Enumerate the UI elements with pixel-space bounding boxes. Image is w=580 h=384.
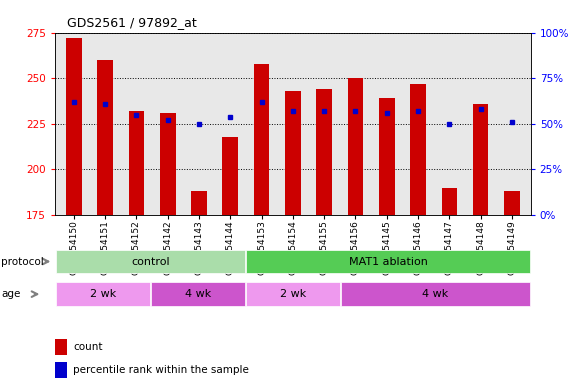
Text: percentile rank within the sample: percentile rank within the sample: [73, 365, 249, 375]
Text: 2 wk: 2 wk: [280, 289, 306, 299]
Bar: [341, 282, 530, 306]
Bar: [254, 64, 270, 215]
Text: 2 wk: 2 wk: [89, 289, 116, 299]
Text: protocol: protocol: [1, 257, 44, 266]
Bar: [129, 111, 144, 215]
Bar: [410, 84, 426, 215]
Bar: [151, 282, 245, 306]
Bar: [223, 137, 238, 215]
Bar: [191, 191, 207, 215]
Bar: [66, 38, 82, 215]
Text: control: control: [131, 257, 169, 266]
Bar: [56, 282, 150, 306]
Bar: [379, 98, 394, 215]
Bar: [504, 191, 520, 215]
Text: GDS2561 / 97892_at: GDS2561 / 97892_at: [67, 16, 197, 29]
Bar: [55, 362, 67, 378]
Bar: [246, 282, 340, 306]
Text: age: age: [1, 289, 20, 299]
Bar: [347, 78, 363, 215]
Text: count: count: [73, 342, 103, 352]
Text: 4 wk: 4 wk: [184, 289, 211, 299]
Bar: [246, 250, 530, 273]
Text: 4 wk: 4 wk: [422, 289, 449, 299]
Bar: [56, 250, 245, 273]
Bar: [473, 104, 488, 215]
Text: MAT1 ablation: MAT1 ablation: [349, 257, 427, 266]
Bar: [316, 89, 332, 215]
Bar: [55, 339, 67, 355]
Bar: [97, 60, 113, 215]
Bar: [441, 188, 457, 215]
Bar: [285, 91, 300, 215]
Bar: [160, 113, 176, 215]
